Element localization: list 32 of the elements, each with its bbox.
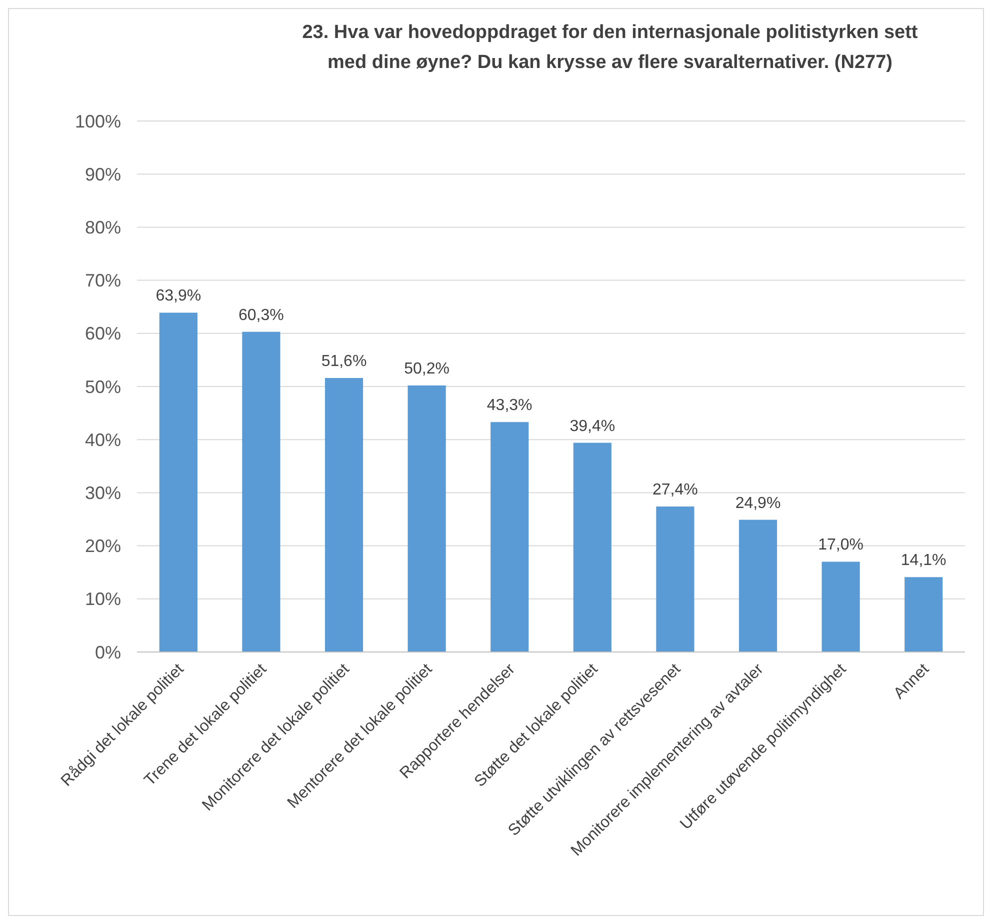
bar xyxy=(242,332,280,652)
y-tick-label: 100% xyxy=(74,111,121,132)
y-tick-label: 30% xyxy=(84,483,121,503)
data-label: 63,9% xyxy=(156,288,202,305)
y-tick-label: 40% xyxy=(84,430,121,450)
y-tick-label: 20% xyxy=(84,536,121,556)
bar xyxy=(159,312,198,652)
y-tick-label: 80% xyxy=(84,218,121,238)
bar xyxy=(904,577,943,652)
bar xyxy=(822,562,860,652)
data-label: 17,0% xyxy=(818,536,864,554)
y-tick-label: 60% xyxy=(84,324,121,344)
bar xyxy=(490,422,529,652)
bar xyxy=(573,442,612,652)
y-tick-label: 70% xyxy=(84,270,121,291)
y-tick-label: 10% xyxy=(84,589,121,610)
data-label: 14,1% xyxy=(900,552,946,570)
data-label: 60,3% xyxy=(238,306,284,324)
data-label: 24,9% xyxy=(735,494,781,512)
data-label: 50,2% xyxy=(404,360,450,378)
bar xyxy=(324,378,364,652)
data-label: 51,6% xyxy=(321,353,367,370)
y-tick-label: 50% xyxy=(84,376,121,397)
bar xyxy=(408,385,446,652)
y-tick-label: 0% xyxy=(94,642,121,662)
data-label: 43,3% xyxy=(486,397,532,414)
data-label: 39,4% xyxy=(570,418,616,435)
data-label: 27,4% xyxy=(652,482,698,499)
y-tick-label: 90% xyxy=(84,164,121,184)
bar xyxy=(738,520,778,652)
chart-title: 23. Hva var hovedoppdraget for den internasjonale politistyrken sett med dine øyne? Du kan krysse av flere svaralternativer. (N277) xyxy=(302,22,918,73)
bar xyxy=(656,506,694,652)
